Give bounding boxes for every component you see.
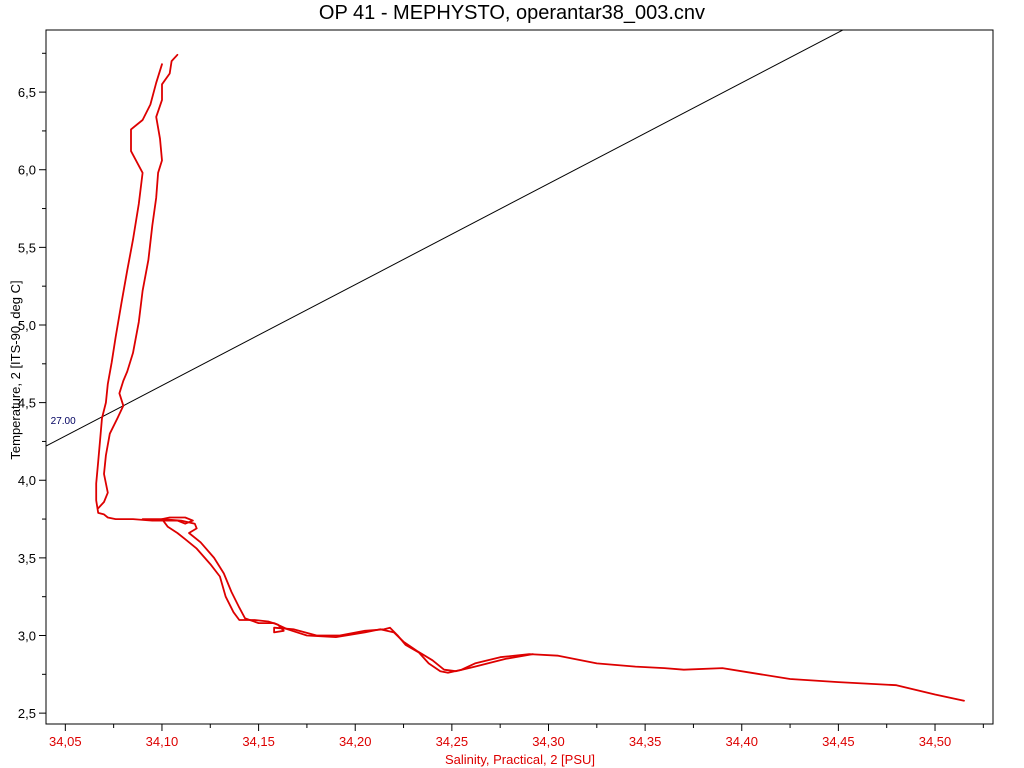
series-line-1 — [97, 53, 179, 510]
x-tick-label: 34,40 — [725, 734, 758, 749]
y-tick-label: 3,5 — [18, 551, 36, 566]
y-tick-label: 2,5 — [18, 706, 36, 721]
y-tick-label: 4,0 — [18, 473, 36, 488]
y-tick-label: 6,0 — [18, 163, 36, 178]
y-axis-label: Temperature, 2 [ITS-90, deg C] — [8, 280, 23, 460]
series-line-3 — [141, 518, 534, 673]
y-tick-label: 5,0 — [18, 318, 36, 333]
x-tick-label: 34,45 — [822, 734, 855, 749]
isopycnal-line — [46, 30, 844, 447]
isopycnal-label: 27.00 — [51, 416, 76, 427]
y-tick-label: 5,5 — [18, 240, 36, 255]
x-tick-label: 34,50 — [919, 734, 952, 749]
chart-title: OP 41 - MEPHYSTO, operantar38_003.cnv — [318, 2, 706, 24]
y-tick-label: 3,0 — [18, 629, 36, 644]
y-tick-label: 6,5 — [18, 85, 36, 100]
series-layer — [95, 53, 965, 702]
x-tick-label: 34,35 — [629, 734, 662, 749]
y-axis: 2,5 3,0 3,5 4,0 4,5 5,0 5,5 6,0 6,5 — [18, 52, 46, 721]
x-tick-label: 34,10 — [146, 734, 179, 749]
series-line-2 — [95, 63, 965, 702]
x-tick-label: 34,05 — [49, 734, 82, 749]
x-axis: 34,05 34,10 34,15 34,20 34,25 34,30 34,35 34,40… — [49, 724, 984, 749]
isopycnal-layer: 27.00 — [46, 30, 844, 447]
x-tick-label: 34,20 — [339, 734, 372, 749]
x-axis-label: Salinity, Practical, 2 [PSU] — [444, 752, 596, 767]
plot-frame — [45, 29, 994, 725]
x-tick-label: 34,25 — [436, 734, 469, 749]
x-tick-label: 34,30 — [532, 734, 565, 749]
y-tick-label: 4,5 — [18, 396, 36, 411]
x-tick-label: 34,15 — [242, 734, 275, 749]
